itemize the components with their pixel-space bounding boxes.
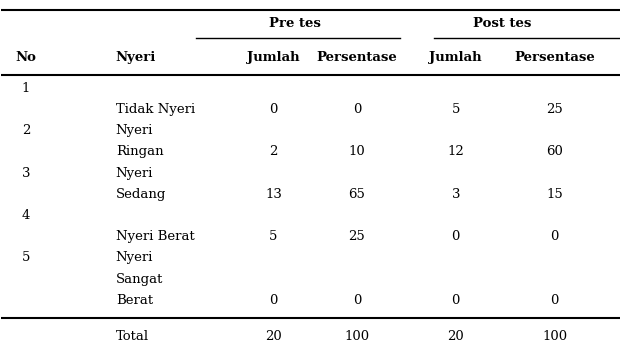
Text: Nyeri: Nyeri [116,124,153,137]
Text: 100: 100 [542,330,567,343]
Text: 25: 25 [348,230,365,243]
Text: 0: 0 [270,294,278,307]
Text: Nyeri: Nyeri [116,51,156,64]
Text: No: No [16,51,37,64]
Text: 0: 0 [451,230,460,243]
Text: 20: 20 [447,330,464,343]
Text: 5: 5 [270,230,278,243]
Text: 20: 20 [265,330,282,343]
Text: Sangat: Sangat [116,273,163,285]
Text: Jumlah: Jumlah [247,51,300,64]
Text: 2: 2 [270,146,278,158]
Text: Jumlah: Jumlah [430,51,482,64]
Text: 10: 10 [348,146,365,158]
Text: Tidak Nyeri: Tidak Nyeri [116,103,195,116]
Text: Persentase: Persentase [514,51,595,64]
Text: Nyeri: Nyeri [116,167,153,180]
Text: 0: 0 [270,103,278,116]
Text: Total: Total [116,330,149,343]
Text: 25: 25 [546,103,563,116]
Text: Pre tes: Pre tes [269,17,321,30]
Text: Sedang: Sedang [116,188,166,201]
Text: 12: 12 [447,146,464,158]
Text: 60: 60 [546,146,563,158]
Text: 4: 4 [22,209,30,222]
Text: 5: 5 [451,103,460,116]
Text: 2: 2 [22,124,30,137]
Text: 1: 1 [22,82,30,95]
Text: 0: 0 [353,103,361,116]
Text: Ringan: Ringan [116,146,163,158]
Text: 3: 3 [22,167,30,180]
Text: Nyeri: Nyeri [116,251,153,264]
Text: 0: 0 [451,294,460,307]
Text: 0: 0 [550,294,559,307]
Text: 5: 5 [22,251,30,264]
Text: Nyeri Berat: Nyeri Berat [116,230,194,243]
Text: Berat: Berat [116,294,153,307]
Text: 0: 0 [353,294,361,307]
Text: Persentase: Persentase [317,51,397,64]
Text: 0: 0 [550,230,559,243]
Text: Post tes: Post tes [473,17,532,30]
Text: 65: 65 [348,188,365,201]
Text: 13: 13 [265,188,282,201]
Text: 15: 15 [546,188,563,201]
Text: 3: 3 [451,188,460,201]
Text: 100: 100 [344,330,369,343]
